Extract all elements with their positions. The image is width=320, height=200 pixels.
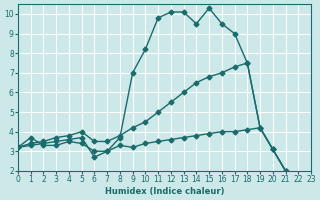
X-axis label: Humidex (Indice chaleur): Humidex (Indice chaleur) [105, 187, 224, 196]
